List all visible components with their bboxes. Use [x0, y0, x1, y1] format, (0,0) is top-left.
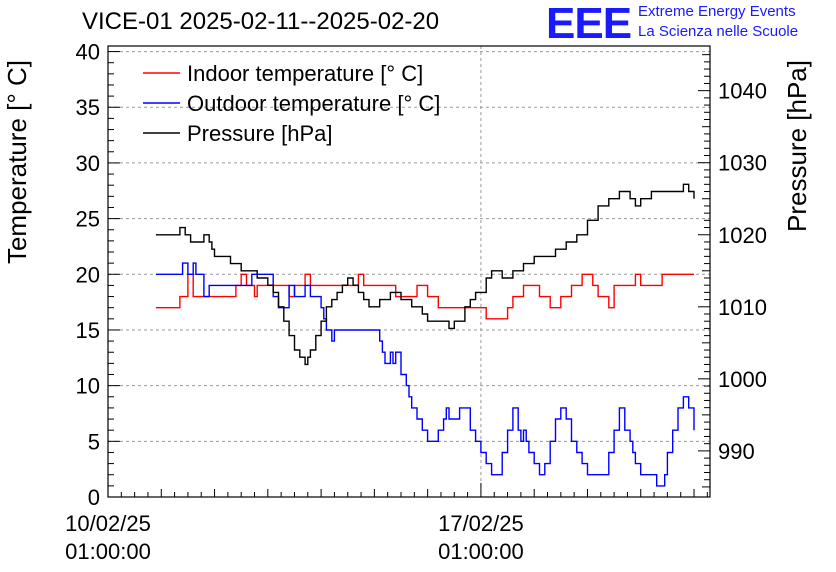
y-tick-label-10: 10 — [76, 374, 100, 399]
plot-frame — [107, 45, 711, 498]
eee-logo-caption: Extreme Energy Events La Scienza nelle S… — [638, 2, 798, 42]
logo-line-2: La Scienza nelle Scuole — [638, 23, 799, 40]
y-tick-label-5: 5 — [88, 429, 100, 454]
legend-label-0: Indoor temperature [° C] — [187, 61, 423, 86]
y-tick-label-0: 0 — [88, 485, 100, 510]
series-line-0 — [155, 273, 694, 320]
y2-axis-title: Pressure [hPa] — [782, 60, 812, 232]
y2-tick-label-1030: 1030 — [718, 151, 767, 176]
series-line-2 — [155, 183, 695, 366]
chart-title: VICE-01 2025-02-11--2025-02-20 — [82, 8, 440, 35]
legend-label-2: Pressure [hPa] — [187, 121, 333, 146]
y2-tick-label-1020: 1020 — [718, 223, 767, 248]
y-axis-title: Temperature [° C] — [2, 60, 32, 264]
y-tick-label-15: 15 — [76, 318, 100, 343]
y2-tick-label-990: 990 — [718, 439, 755, 464]
y-tick-label-30: 30 — [76, 151, 100, 176]
eee-logo: EEE — [546, 0, 632, 48]
y2-tick-label-1000: 1000 — [718, 367, 767, 392]
y-tick-label-25: 25 — [76, 207, 100, 232]
x-tick-label-0-1: 01:00:00 — [65, 539, 151, 564]
series-line-1 — [155, 262, 695, 487]
logo-line-1: Extreme Energy Events — [638, 3, 796, 20]
legend-label-1: Outdoor temperature [° C] — [187, 91, 440, 116]
y-tick-label-35: 35 — [76, 95, 100, 120]
x-tick-label-1-1: 01:00:00 — [438, 539, 524, 564]
x-tick-label-1-0: 17/02/25 — [438, 511, 524, 536]
y2-tick-label-1040: 1040 — [718, 79, 767, 104]
y2-tick-label-1010: 1010 — [718, 295, 767, 320]
x-tick-label-0-0: 10/02/25 — [65, 511, 151, 536]
y-tick-label-20: 20 — [76, 262, 100, 287]
y-tick-label-40: 40 — [76, 40, 100, 65]
